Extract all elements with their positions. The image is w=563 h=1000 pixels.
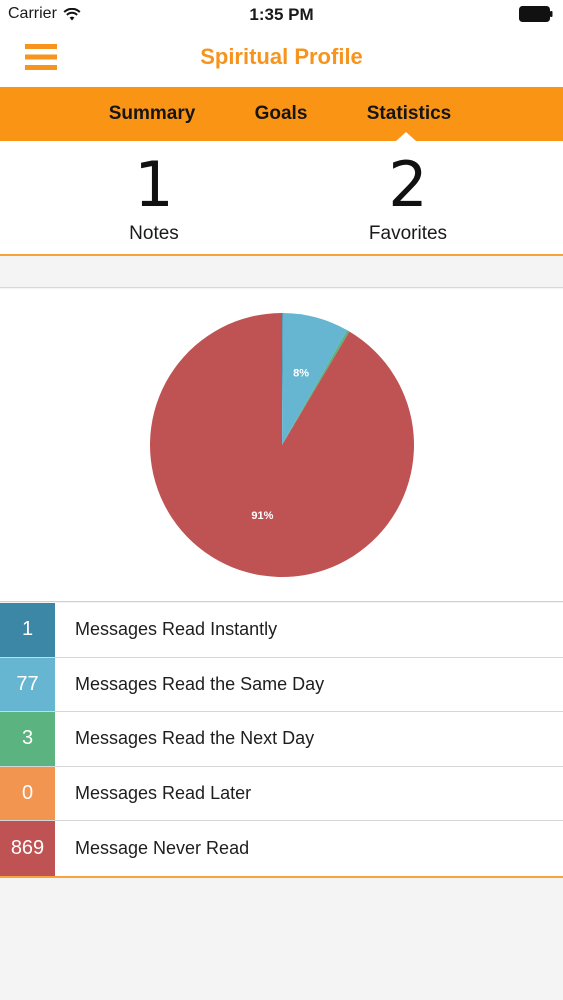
pie-slice-0 — [282, 313, 283, 445]
nav-bar: Spiritual Profile — [0, 30, 563, 87]
legend-count-badge: 77 — [0, 657, 55, 711]
carrier-info: Carrier — [8, 5, 81, 23]
legend-row-read-same-day: 77 Messages Read the Same Day — [0, 657, 563, 712]
legend-row-read-instantly: 1 Messages Read Instantly — [0, 603, 563, 658]
legend-count-badge: 3 — [0, 712, 55, 766]
legend-count-badge: 1 — [0, 603, 55, 657]
favorites-count[interactable]: 2 Favorites — [308, 149, 508, 245]
pie-slice-4 — [149, 313, 415, 577]
pie-slice-1 — [282, 313, 348, 445]
legend-row-never-read: 869 Message Never Read — [0, 821, 563, 876]
legend-label: Messages Read the Same Day — [75, 673, 325, 694]
tab-bar: Summary Goals Statistics — [0, 87, 563, 141]
legend-label: Messages Read Instantly — [75, 619, 278, 640]
pie-chart: 8% 91% — [149, 313, 415, 577]
legend-count-badge: 0 — [0, 766, 55, 820]
active-tab-indicator — [396, 132, 416, 141]
favorites-count-value: 2 — [388, 148, 428, 221]
legend-label: Messages Read the Next Day — [75, 728, 315, 749]
notes-count-value: 1 — [134, 148, 174, 221]
wifi-icon — [63, 7, 81, 20]
legend-row-read-later: 0 Messages Read Later — [0, 766, 563, 821]
hamburger-menu-icon[interactable] — [25, 43, 57, 71]
legend-label: Messages Read Later — [75, 782, 252, 803]
legend-row-read-next-day: 3 Messages Read the Next Day — [0, 712, 563, 767]
tab-goals[interactable]: Goals — [254, 103, 308, 124]
tab-statistics[interactable]: Statistics — [366, 103, 452, 124]
legend-list: 1 Messages Read Instantly 77 Messages Re… — [0, 603, 563, 878]
carrier-label: Carrier — [8, 5, 57, 22]
tab-summary[interactable]: Summary — [108, 103, 196, 124]
pie-slice-label-4: 91% — [251, 510, 273, 522]
favorites-count-label: Favorites — [368, 223, 448, 244]
battery-icon — [519, 6, 553, 22]
legend-count-badge: 869 — [0, 821, 55, 876]
pie-slice-2 — [282, 330, 350, 445]
status-bar: Carrier 1:35 PM — [0, 0, 563, 30]
page-title: Spiritual Profile — [200, 44, 363, 69]
notes-count-label: Notes — [129, 223, 179, 244]
pie-slice-label-1: 8% — [293, 367, 309, 379]
section-spacer — [0, 258, 563, 288]
notes-count[interactable]: 1 Notes — [54, 149, 254, 245]
legend-label: Message Never Read — [75, 837, 250, 858]
counts-panel: 1 Notes 2 Favorites — [0, 141, 563, 256]
status-time: 1:35 PM — [249, 5, 314, 24]
pie-chart-panel: 8% 91% — [0, 289, 563, 602]
